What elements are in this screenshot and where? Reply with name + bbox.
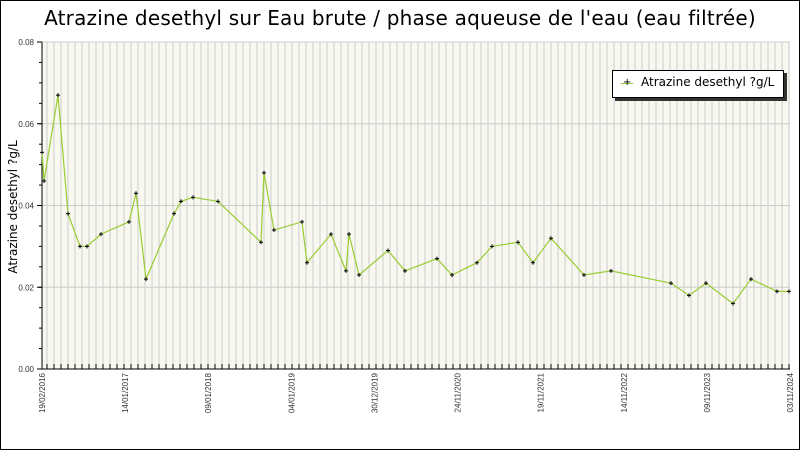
svg-text:24/11/2020: 24/11/2020 — [454, 372, 463, 412]
svg-text:19/02/2016: 19/02/2016 — [38, 372, 47, 413]
legend-line-swatch — [621, 83, 633, 84]
legend-plus-marker-icon: + — [623, 77, 632, 88]
svg-text:30/12/2019: 30/12/2019 — [370, 372, 379, 413]
svg-text:09/01/2018: 09/01/2018 — [204, 372, 213, 413]
svg-text:0.02: 0.02 — [18, 283, 34, 292]
svg-text:14/01/2017: 14/01/2017 — [121, 372, 130, 413]
svg-text:19/11/2021: 19/11/2021 — [537, 372, 546, 412]
horizontal-gridlines — [42, 41, 790, 288]
svg-text:04/01/2019: 04/01/2019 — [287, 372, 296, 413]
legend: + Atrazine desethyl ?g/L — [612, 70, 784, 98]
svg-text:03/11/2024: 03/11/2024 — [786, 372, 795, 412]
x-axis-ticks: 19/02/2016 14/01/2017 09/01/2018 04/01/2019… — [38, 364, 795, 413]
legend-label: Atrazine desethyl ?g/L — [641, 75, 775, 89]
svg-text:14/11/2022: 14/11/2022 — [620, 372, 629, 412]
svg-text:09/11/2023: 09/11/2023 — [703, 372, 712, 412]
chart-title: Atrazine desethyl sur Eau brute / phase … — [44, 6, 756, 30]
svg-text:0.08: 0.08 — [18, 38, 34, 47]
data-point-markers — [40, 93, 791, 306]
y-axis-ticks: 0.00 0.02 0.04 0.06 0.08 — [18, 38, 42, 374]
svg-text:0.04: 0.04 — [18, 202, 34, 211]
svg-text:0.06: 0.06 — [18, 120, 34, 129]
svg-text:0.00: 0.00 — [18, 365, 34, 374]
